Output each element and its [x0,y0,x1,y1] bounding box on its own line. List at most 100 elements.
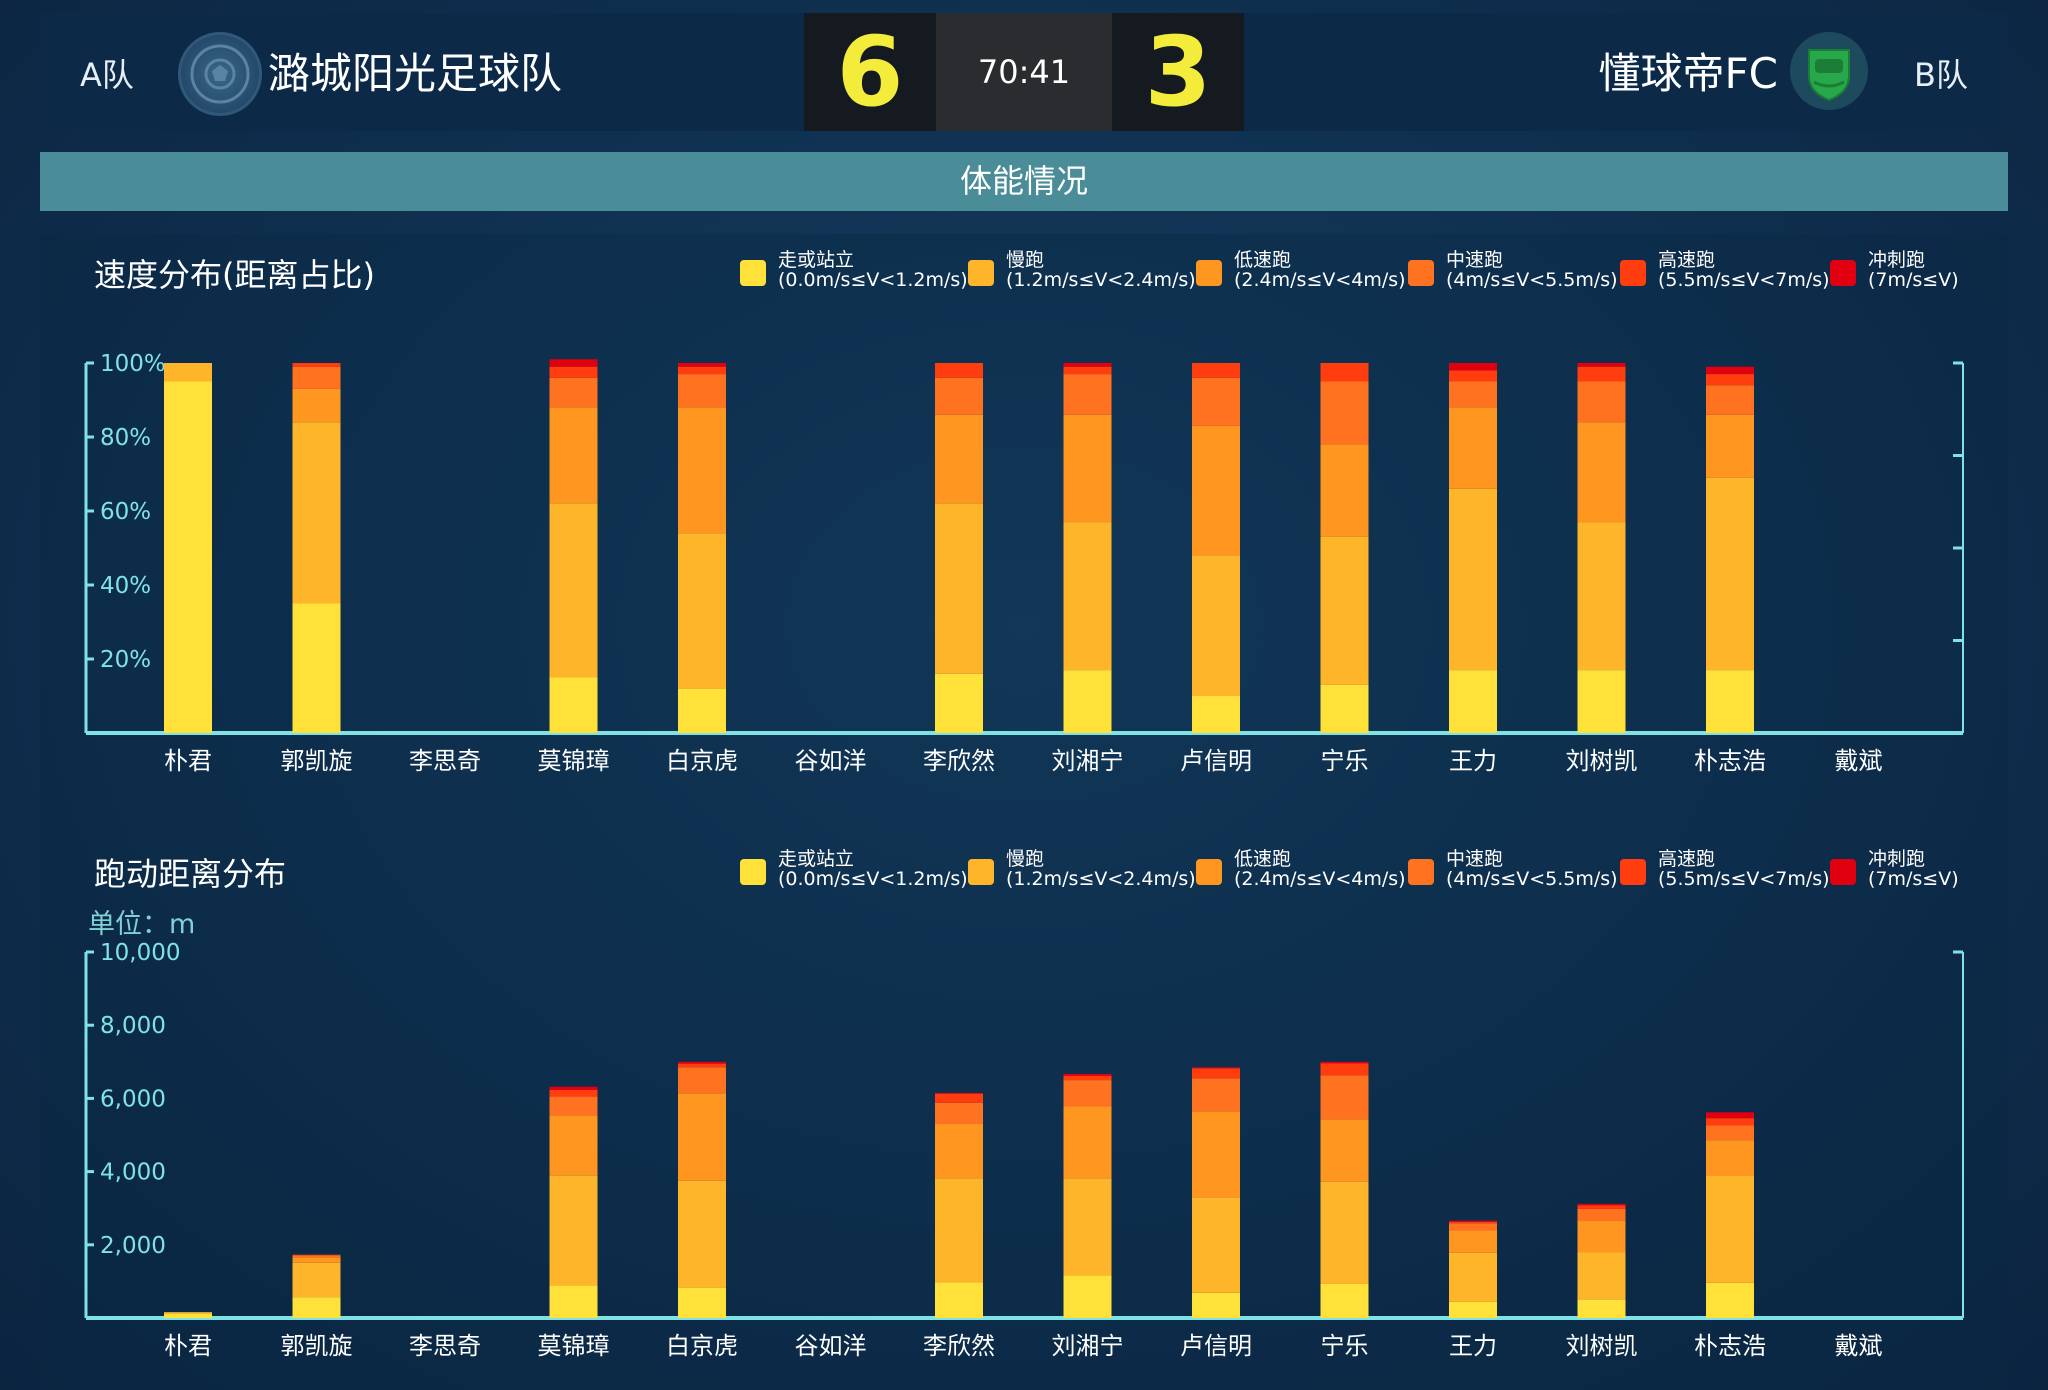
x-tick-label: 刘湘宁 [1052,747,1124,775]
x-tick-label: 卢信明 [1180,1332,1252,1360]
score-b: 3 [1144,16,1212,128]
bar-segment [1577,522,1626,671]
bar-segment [1320,381,1369,445]
bar-segment [1063,1106,1112,1179]
bar-segment [678,1180,726,1288]
x-tick-label: 谷如洋 [795,747,867,775]
bar-segment [1577,366,1626,382]
y-tick-label: 60% [100,499,151,525]
legend-swatch [740,260,766,286]
bar-segment [1449,1230,1497,1253]
x-tick-label: 宁乐 [1321,747,1369,775]
bar-segment [549,677,598,733]
bar-segment [1192,1067,1240,1069]
bar-segment [678,1061,726,1064]
x-tick-label: 王力 [1449,1332,1497,1360]
bar-segment [549,1086,598,1090]
legend-swatch [968,859,994,885]
bar-segment [1063,1075,1112,1081]
bar-segment [1063,363,1112,367]
legend-label: 冲刺跑 (7m/s≤V) [1868,249,1959,291]
bar-segment [1577,422,1626,523]
legend-swatch [1408,859,1434,885]
bar-segment [1577,1299,1626,1318]
bar-segment [1192,425,1240,556]
bar-segment [1577,1252,1626,1300]
bar-segment [549,503,598,678]
bar-segment [1192,696,1240,733]
bar-segment [1449,670,1497,733]
legend-swatch [1620,859,1646,885]
legend-label: 低速跑 (2.4m/s≤V<4m/s) [1234,249,1406,291]
bar-segment [1192,363,1240,378]
bar-segment [678,374,726,408]
bar-segment [678,407,726,534]
bar-segment [1320,1119,1369,1182]
bar-segment [935,1102,983,1125]
bar-segment [678,1067,726,1094]
bar-segment [1063,374,1112,415]
bar-segment [292,1262,341,1298]
bar-segment [1577,1208,1626,1222]
legend-label: 高速跑 (5.5m/s≤V<7m/s) [1658,249,1830,291]
bar-segment [1320,363,1369,382]
x-tick-label: 李思奇 [409,747,481,775]
x-tick-label: 李欣然 [923,747,995,775]
bar-segment [549,366,598,378]
x-tick-label: 卢信明 [1180,747,1252,775]
bar-segment [1449,363,1497,371]
bar-segment [1063,670,1112,733]
y-tick-label: 40% [100,573,151,599]
bar-segment [292,1257,341,1263]
team-a-logo-icon [178,32,262,116]
bar-segment [1706,1282,1754,1318]
x-tick-label: 朴志浩 [1694,747,1766,775]
legend-swatch [1830,260,1856,286]
bar-segment [678,363,726,367]
bar-segment [1192,377,1240,426]
bar-segment [549,1089,598,1097]
bar-segment [1706,1118,1754,1126]
x-tick-label: 莫锦璋 [538,1332,610,1360]
team-b-logo-icon [1790,32,1868,110]
x-tick-label: 朴君 [164,747,212,775]
bar-segment [678,533,726,689]
bar-segment [935,363,983,378]
bar-segment [678,688,726,733]
y-tick-label: 6,000 [100,1086,166,1112]
bar-segment [549,377,598,408]
x-tick-label: 戴斌 [1835,747,1883,775]
bar-segment [935,503,983,674]
bar-segment [1706,1175,1754,1283]
bar-segment [1577,1203,1626,1206]
bar-segment [1449,1223,1497,1231]
bar-segment [1320,1061,1369,1064]
legend-label: 走或站立 (0.0m/s≤V<1.2m/s) [778,249,968,291]
bar-segment [1706,374,1754,386]
unit-label: 单位：m [88,909,196,940]
legend-label: 中速跑 (4m/s≤V<5.5m/s) [1446,249,1618,291]
bar-segment [1063,366,1112,375]
bar-segment [164,1313,212,1318]
bar-segment [1320,536,1369,685]
bar-segment [292,388,341,423]
bar-segment [1449,407,1497,489]
legend-label: 冲刺跑 (7m/s≤V) [1868,848,1959,890]
x-tick-label: 李欣然 [923,1332,995,1360]
bar-segment [549,407,598,504]
bar-segment [549,1115,598,1176]
x-tick-label: 白京虎 [666,1332,738,1360]
bar-segment [1192,1292,1240,1318]
bar-segment [292,603,341,733]
bar-segment [1063,414,1112,523]
bar-segment [1706,385,1754,415]
x-tick-label: 郭凯旋 [281,747,353,775]
x-tick-label: 李思奇 [409,1332,481,1360]
bar-segment [1706,366,1754,375]
legend-label: 慢跑 (1.2m/s≤V<2.4m/s) [1006,848,1196,890]
bar-segment [1706,1125,1754,1141]
chart-title: 速度分布(距离占比) [94,256,375,294]
y-tick-label: 4,000 [100,1160,166,1186]
chart-title: 跑动距离分布 [94,855,287,893]
bar-segment [1706,1140,1754,1176]
